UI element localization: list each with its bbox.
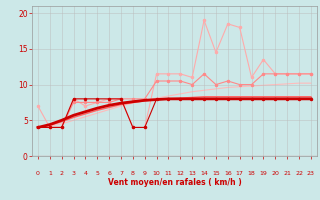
X-axis label: Vent moyen/en rafales ( km/h ): Vent moyen/en rafales ( km/h )	[108, 178, 241, 187]
